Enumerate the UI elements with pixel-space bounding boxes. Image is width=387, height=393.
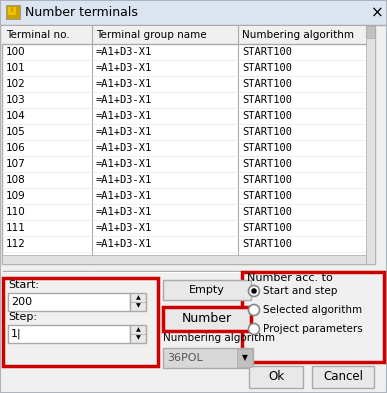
Text: ▼: ▼ (242, 353, 248, 362)
Bar (8, 293, 130, 311)
Text: ▼: ▼ (135, 336, 140, 341)
Text: 36POL: 36POL (167, 353, 203, 363)
Circle shape (251, 288, 257, 294)
Text: 103: 103 (6, 95, 26, 105)
Text: START100: START100 (242, 175, 292, 185)
Text: =A1+D3-X1: =A1+D3-X1 (96, 175, 152, 185)
Circle shape (248, 305, 260, 316)
Bar (3, 278, 158, 366)
Text: Selected algorithm: Selected algorithm (263, 305, 362, 315)
Text: START100: START100 (242, 127, 292, 137)
Bar (2, 255, 366, 264)
Text: =A1+D3-X1: =A1+D3-X1 (96, 95, 152, 105)
Bar (8, 325, 130, 343)
Text: =A1+D3-X1: =A1+D3-X1 (96, 111, 152, 121)
Text: =A1+D3-X1: =A1+D3-X1 (96, 207, 152, 217)
Text: Cancel: Cancel (323, 371, 363, 384)
Text: 101: 101 (6, 63, 26, 73)
Text: Project parameters: Project parameters (263, 324, 363, 334)
Bar (2, 26, 375, 44)
Text: =A1+D3-X1: =A1+D3-X1 (96, 127, 152, 137)
Text: START100: START100 (242, 79, 292, 89)
Bar (2, 26, 375, 264)
Text: Empty: Empty (189, 285, 225, 295)
Text: Terminal no.: Terminal no. (6, 30, 70, 40)
Text: Terminal group name: Terminal group name (96, 30, 207, 40)
Bar (163, 280, 251, 300)
Bar (163, 307, 251, 331)
Bar (13, 7, 16, 15)
Text: =A1+D3-X1: =A1+D3-X1 (96, 159, 152, 169)
Text: =A1+D3-X1: =A1+D3-X1 (96, 47, 152, 57)
Bar (366, 26, 375, 264)
Text: Number: Number (182, 312, 232, 325)
Text: Start and step: Start and step (263, 286, 337, 296)
Text: 104: 104 (6, 111, 26, 121)
Text: 200: 200 (11, 297, 32, 307)
Text: =A1+D3-X1: =A1+D3-X1 (96, 63, 152, 73)
Text: Ok: Ok (268, 371, 284, 384)
Text: Numbering algorithm: Numbering algorithm (242, 30, 354, 40)
Text: ▲: ▲ (135, 327, 140, 332)
Bar (242, 272, 384, 362)
Bar (8, 7, 11, 15)
Text: =A1+D3-X1: =A1+D3-X1 (96, 191, 152, 201)
Text: 107: 107 (6, 159, 26, 169)
Text: 105: 105 (6, 127, 26, 137)
Text: =A1+D3-X1: =A1+D3-X1 (96, 223, 152, 233)
Bar (366, 26, 375, 38)
Text: =A1+D3-X1: =A1+D3-X1 (96, 239, 152, 249)
Text: 108: 108 (6, 175, 26, 185)
Text: START100: START100 (242, 159, 292, 169)
Text: START100: START100 (242, 207, 292, 217)
Text: START100: START100 (242, 143, 292, 153)
Text: Step:: Step: (8, 312, 37, 322)
Bar (237, 349, 252, 367)
Text: 106: 106 (6, 143, 26, 153)
Text: START100: START100 (242, 239, 292, 249)
Text: Numbering algorithm: Numbering algorithm (163, 333, 275, 343)
Text: 111: 111 (6, 223, 26, 233)
Bar (163, 348, 253, 368)
Text: START100: START100 (242, 63, 292, 73)
Bar (1, 1, 386, 25)
Text: =A1+D3-X1: =A1+D3-X1 (96, 143, 152, 153)
Text: START100: START100 (242, 47, 292, 57)
Text: Number terminals: Number terminals (25, 7, 138, 20)
Text: 112: 112 (6, 239, 26, 249)
Bar (130, 293, 146, 311)
Bar (130, 325, 146, 343)
Text: Number acc. to: Number acc. to (247, 273, 333, 283)
Text: ×: × (371, 6, 384, 20)
Bar (249, 366, 303, 388)
Text: START100: START100 (242, 223, 292, 233)
Circle shape (248, 285, 260, 296)
Text: 102: 102 (6, 79, 26, 89)
Text: START100: START100 (242, 111, 292, 121)
Text: START100: START100 (242, 95, 292, 105)
Text: 1|: 1| (11, 329, 22, 339)
Bar (8, 12, 16, 15)
Text: 100: 100 (6, 47, 26, 57)
Text: =A1+D3-X1: =A1+D3-X1 (96, 79, 152, 89)
Text: 110: 110 (6, 207, 26, 217)
Bar (6, 5, 20, 19)
Circle shape (248, 323, 260, 334)
Bar (312, 366, 374, 388)
Text: 109: 109 (6, 191, 26, 201)
Text: Start:: Start: (8, 280, 39, 290)
Text: ▼: ▼ (135, 304, 140, 309)
Text: START100: START100 (242, 191, 292, 201)
Text: ▲: ▲ (135, 296, 140, 300)
